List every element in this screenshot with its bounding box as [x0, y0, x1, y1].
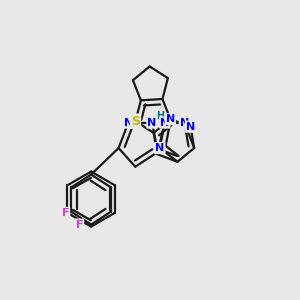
Text: N: N: [166, 114, 175, 124]
Text: N: N: [160, 118, 169, 128]
Text: F: F: [61, 208, 69, 218]
Text: N: N: [155, 143, 164, 153]
Text: F: F: [76, 220, 83, 230]
Text: N: N: [124, 118, 133, 128]
Text: S: S: [131, 115, 140, 128]
Text: H: H: [156, 111, 164, 121]
Text: N: N: [186, 122, 195, 132]
Text: N: N: [147, 118, 157, 128]
Text: N: N: [180, 118, 189, 128]
